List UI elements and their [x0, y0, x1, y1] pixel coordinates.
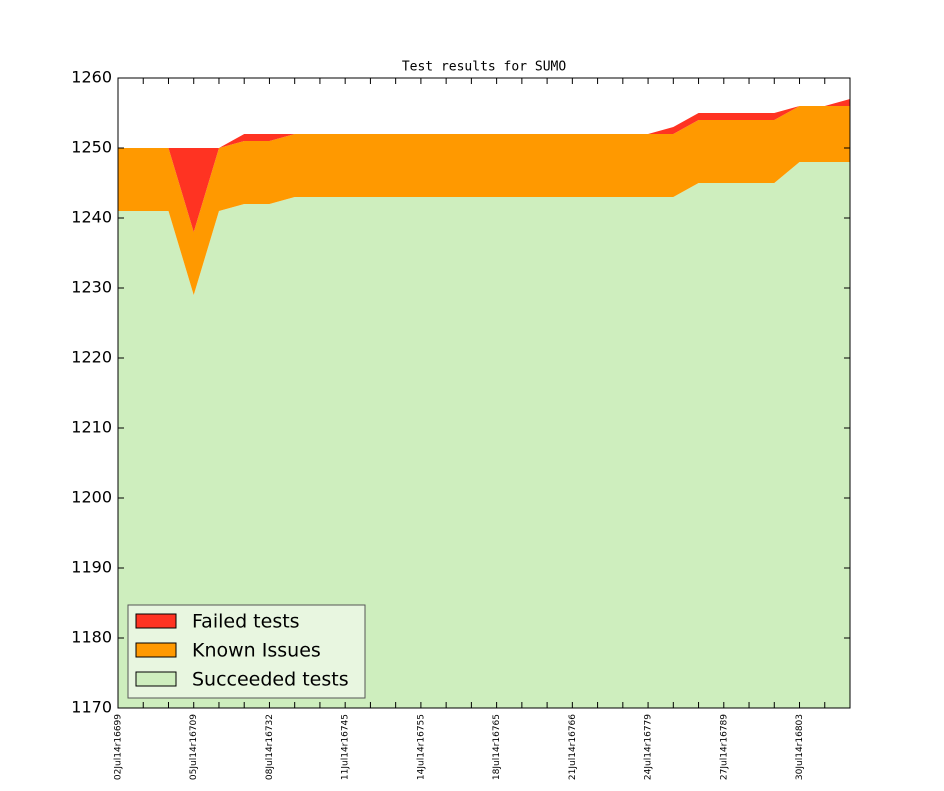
chart-title: Test results for SUMO [402, 60, 567, 75]
x-tick-label: 02Jul14r16699 [114, 714, 124, 780]
plot-frame [117, 77, 851, 709]
legend-swatch [135, 642, 177, 658]
y-tick-label: 1210 [71, 418, 112, 437]
legend-label: Failed tests [192, 611, 300, 633]
area [118, 99, 850, 232]
y-tick-label: 1180 [71, 628, 112, 647]
y-tick-label: 1220 [71, 348, 112, 367]
x-tick-label: 11Jul14r16745 [341, 714, 351, 780]
y-tick-label: 1240 [71, 208, 112, 227]
y-tick-label: 1230 [71, 278, 112, 297]
area [118, 106, 850, 295]
x-tick-label: 08Jul14r16732 [265, 714, 275, 780]
legend-swatch [135, 671, 177, 687]
x-tick-label: 27Jul14r16789 [719, 714, 729, 780]
legend-label: Succeeded tests [192, 669, 349, 691]
x-tick-label: 30Jul14r16803 [795, 714, 805, 780]
y-tick-label: 1260 [71, 68, 112, 87]
area [118, 162, 850, 708]
legend-label: Known Issues [192, 640, 321, 662]
y-tick-label: 1170 [71, 698, 112, 717]
x-tick-label: 24Jul14r16779 [644, 714, 654, 780]
y-tick-label: 1200 [71, 488, 112, 507]
x-tick-label: 18Jul14r16765 [492, 714, 502, 780]
y-tick-label: 1250 [71, 138, 112, 157]
legend-swatch [135, 613, 177, 629]
x-tick-label: 05Jul14r16709 [189, 714, 199, 780]
x-tick-label: 21Jul14r16766 [568, 714, 578, 780]
legend: Failed tests Known Issues Succeeded tests [127, 604, 366, 699]
y-tick-label: 1190 [71, 558, 112, 577]
x-tick-label: 14Jul14r16755 [416, 714, 426, 780]
